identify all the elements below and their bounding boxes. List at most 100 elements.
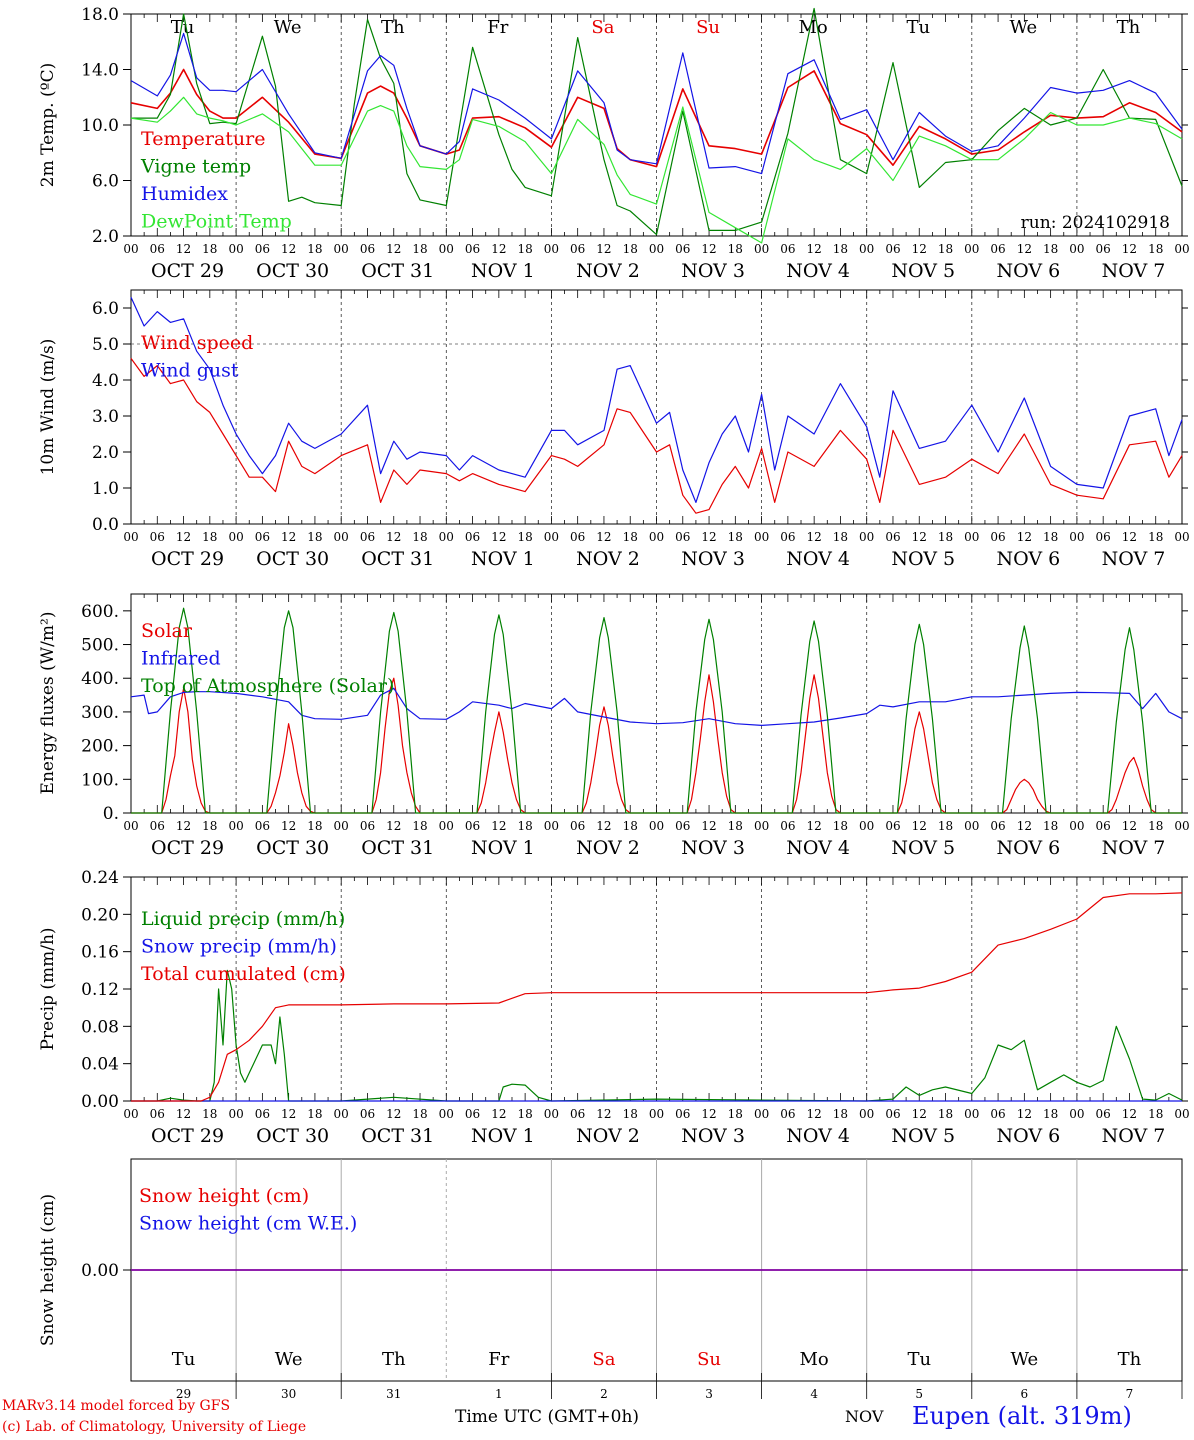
date-label: OCT 29 — [151, 837, 224, 859]
y-tick-label: 0.12 — [81, 980, 119, 1000]
date-label: NOV 2 — [576, 548, 640, 570]
hour-tick-label: 00 — [1069, 530, 1084, 544]
y-tick-label: 1.0 — [92, 479, 119, 499]
y-tick-label: 0.20 — [81, 905, 119, 925]
weekday-label: Su — [696, 17, 720, 38]
date-label: NOV 5 — [891, 837, 955, 859]
date-label: NOV 7 — [1102, 837, 1166, 859]
hour-tick-label: 00 — [649, 1107, 664, 1121]
hour-tick-label: 00 — [859, 242, 874, 256]
hour-tick-label: 18 — [938, 530, 953, 544]
hour-tick-label: 12 — [1122, 819, 1137, 833]
date-label: NOV 6 — [996, 1125, 1060, 1147]
date-label: NOV 7 — [1102, 260, 1166, 282]
hour-tick-label: 00 — [859, 819, 874, 833]
hour-tick-label: 12 — [596, 530, 611, 544]
hour-tick-label: 06 — [255, 819, 270, 833]
hour-tick-label: 00 — [544, 819, 559, 833]
weekday-label: Tu — [171, 17, 195, 38]
hour-tick-label: 06 — [990, 819, 1005, 833]
date-label: NOV 3 — [681, 1125, 745, 1147]
hour-tick-label: 06 — [780, 242, 795, 256]
hour-tick-label: 18 — [728, 1107, 743, 1121]
hour-tick-label: 06 — [570, 819, 585, 833]
legend-entry: Temperature — [141, 128, 265, 150]
weekday-label: Sa — [592, 1349, 615, 1370]
day-number-label: 31 — [386, 1387, 401, 1401]
hour-tick-label: 18 — [202, 242, 217, 256]
hour-tick-label: 00 — [754, 242, 769, 256]
hour-tick-label: 12 — [176, 1107, 191, 1121]
date-label: NOV 4 — [786, 260, 850, 282]
legend-entry: Solar — [141, 620, 193, 642]
y-axis-title: Precip (mm/h) — [38, 927, 58, 1050]
day-number-label: 4 — [810, 1387, 818, 1401]
hour-tick-label: 18 — [938, 242, 953, 256]
hour-tick-label: 12 — [596, 819, 611, 833]
hour-tick-label: 12 — [596, 1107, 611, 1121]
hour-tick-label: 06 — [885, 242, 900, 256]
weekday-label: Sa — [591, 17, 614, 38]
hour-tick-label: 06 — [990, 530, 1005, 544]
legend-entry: Wind speed — [141, 332, 253, 354]
hour-tick-label: 12 — [701, 530, 716, 544]
hour-tick-label: 18 — [623, 242, 638, 256]
date-label: OCT 30 — [256, 548, 329, 570]
hour-tick-label: 06 — [255, 242, 270, 256]
hour-tick-label: 00 — [649, 530, 664, 544]
hour-tick-label: 18 — [1043, 530, 1058, 544]
date-label: OCT 29 — [151, 1125, 224, 1147]
series-line — [131, 892, 1183, 1102]
y-tick-label: 0.0 — [92, 515, 119, 535]
hour-tick-label: 12 — [701, 242, 716, 256]
series-line — [130, 687, 1183, 727]
hour-tick-label: 06 — [780, 1107, 795, 1121]
hour-tick-label: 12 — [386, 1107, 401, 1121]
series-line — [131, 7, 1183, 236]
hour-tick-label: 00 — [859, 1107, 874, 1121]
hour-tick-label: 12 — [491, 819, 506, 833]
day-number-label: 3 — [705, 1387, 713, 1401]
y-tick-label: 4.0 — [92, 371, 119, 391]
y-tick-label: 600. — [81, 602, 119, 622]
hour-tick-label: 00 — [964, 530, 979, 544]
hour-tick-label: 00 — [439, 242, 454, 256]
weekday-label: We — [1011, 1349, 1039, 1370]
hour-tick-label: 12 — [701, 819, 716, 833]
hour-tick-label: 12 — [1017, 242, 1032, 256]
hour-tick-label: 18 — [833, 819, 848, 833]
hour-tick-label: 06 — [360, 530, 375, 544]
series-line — [130, 96, 1183, 244]
date-label: NOV 1 — [471, 837, 535, 859]
hour-tick-label: 18 — [1148, 530, 1163, 544]
hour-tick-label: 12 — [281, 530, 296, 544]
y-tick-label: 100. — [81, 770, 119, 790]
hour-tick-label: 18 — [1043, 819, 1058, 833]
hour-tick-label: 06 — [570, 1107, 585, 1121]
weekday-label: Th — [1117, 17, 1141, 38]
hour-tick-label: 00 — [228, 530, 243, 544]
hour-tick-label: 12 — [176, 242, 191, 256]
hour-tick-label: 00 — [544, 530, 559, 544]
hour-tick-label: 12 — [912, 530, 927, 544]
date-label: NOV 6 — [996, 548, 1060, 570]
hour-tick-label: 18 — [202, 530, 217, 544]
day-number-label: 29 — [176, 1387, 191, 1401]
hour-tick-label: 06 — [360, 242, 375, 256]
y-tick-label: 0.16 — [81, 943, 119, 963]
hour-tick-label: 18 — [412, 1107, 427, 1121]
hour-tick-label: 18 — [1148, 242, 1163, 256]
series-line — [131, 607, 1182, 814]
hour-tick-label: 06 — [255, 530, 270, 544]
weekday-label: Th — [382, 1349, 406, 1370]
hour-tick-label: 18 — [833, 530, 848, 544]
hour-tick-label: 12 — [491, 530, 506, 544]
weekday-label: We — [274, 17, 302, 38]
y-axis-title: 10m Wind (m/s) — [38, 339, 58, 476]
hour-tick-label: 00 — [964, 819, 979, 833]
y-tick-label: 0. — [103, 804, 119, 824]
time-axis-label: Time UTC (GMT+0h) — [455, 1407, 640, 1427]
date-label: NOV 1 — [471, 260, 535, 282]
hour-tick-label: 18 — [307, 530, 322, 544]
